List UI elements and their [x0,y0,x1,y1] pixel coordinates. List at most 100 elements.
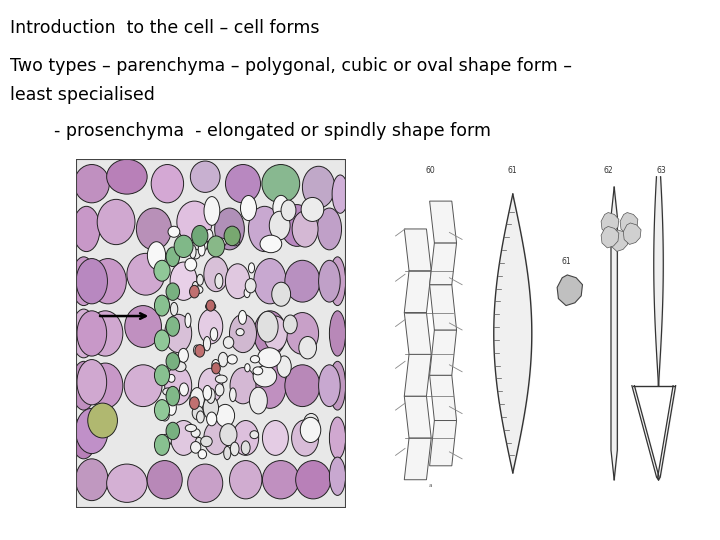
Ellipse shape [254,363,287,408]
Ellipse shape [230,461,262,499]
Ellipse shape [269,211,290,240]
Ellipse shape [253,366,276,387]
Text: 62: 62 [603,166,613,176]
Ellipse shape [168,226,180,237]
Ellipse shape [189,397,199,409]
Ellipse shape [166,283,179,300]
Ellipse shape [192,281,199,294]
Ellipse shape [224,226,240,246]
Text: 61: 61 [562,257,572,266]
Ellipse shape [251,355,260,363]
Ellipse shape [124,365,162,407]
Ellipse shape [166,387,179,406]
Ellipse shape [285,260,320,302]
Polygon shape [405,438,431,480]
Ellipse shape [191,429,200,437]
Ellipse shape [318,260,340,302]
Ellipse shape [236,328,244,336]
Polygon shape [430,330,456,375]
Ellipse shape [154,295,170,316]
Ellipse shape [248,206,281,252]
Ellipse shape [191,249,200,259]
Ellipse shape [154,260,170,281]
Ellipse shape [215,384,224,396]
Ellipse shape [254,259,287,304]
Ellipse shape [195,345,204,357]
Ellipse shape [329,257,346,306]
Ellipse shape [277,356,292,377]
Ellipse shape [161,434,171,447]
Ellipse shape [179,383,189,396]
Ellipse shape [170,262,197,300]
Ellipse shape [224,447,231,460]
Ellipse shape [262,421,288,455]
Ellipse shape [207,236,225,257]
Ellipse shape [210,328,217,341]
Ellipse shape [147,461,182,499]
Ellipse shape [230,368,256,404]
Ellipse shape [215,274,223,288]
Ellipse shape [244,288,250,298]
Ellipse shape [177,201,212,243]
Ellipse shape [264,316,287,351]
Ellipse shape [166,422,179,440]
Ellipse shape [73,206,100,252]
Ellipse shape [218,352,228,367]
Ellipse shape [77,311,107,356]
Ellipse shape [196,437,202,444]
Ellipse shape [198,243,205,256]
Ellipse shape [88,311,123,356]
Ellipse shape [216,404,235,427]
Ellipse shape [166,353,179,370]
Ellipse shape [318,365,340,407]
Ellipse shape [301,198,324,221]
Ellipse shape [283,315,297,334]
Polygon shape [405,229,431,271]
Polygon shape [405,313,431,354]
Ellipse shape [332,175,348,213]
Ellipse shape [76,459,108,501]
Ellipse shape [240,195,256,220]
Ellipse shape [241,441,250,455]
Polygon shape [430,243,456,285]
Ellipse shape [204,421,228,455]
Ellipse shape [258,348,281,368]
Ellipse shape [199,309,222,344]
Ellipse shape [154,400,170,421]
Ellipse shape [254,311,287,356]
Ellipse shape [71,361,96,410]
Ellipse shape [194,345,200,355]
Ellipse shape [287,313,318,354]
Ellipse shape [185,313,191,328]
Ellipse shape [165,367,192,405]
Ellipse shape [162,298,168,308]
Ellipse shape [197,411,204,423]
Ellipse shape [271,282,291,306]
Ellipse shape [281,200,296,221]
Ellipse shape [89,259,127,304]
Ellipse shape [161,409,169,421]
Ellipse shape [154,435,170,455]
Ellipse shape [71,309,96,358]
Ellipse shape [215,375,227,383]
Ellipse shape [205,302,216,310]
Ellipse shape [166,247,179,267]
Ellipse shape [127,253,165,295]
Text: a: a [428,483,432,488]
Text: - prosenchyma  - elongated or spindly shape form: - prosenchyma - elongated or spindly sha… [10,122,491,139]
Ellipse shape [174,235,193,258]
Ellipse shape [329,417,346,459]
Ellipse shape [163,388,174,395]
Ellipse shape [207,412,217,426]
Ellipse shape [215,238,226,247]
Ellipse shape [212,360,220,370]
Ellipse shape [185,424,197,431]
Ellipse shape [225,165,261,203]
Ellipse shape [329,457,346,495]
Ellipse shape [177,245,187,255]
Ellipse shape [273,195,289,220]
Ellipse shape [262,165,300,203]
Ellipse shape [257,311,278,342]
Ellipse shape [212,363,220,374]
Ellipse shape [190,161,220,192]
